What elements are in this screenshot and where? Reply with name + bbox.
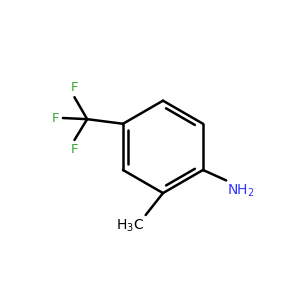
Text: H$_3$C: H$_3$C — [116, 217, 145, 234]
Text: F: F — [71, 143, 78, 156]
Text: NH$_2$: NH$_2$ — [227, 183, 255, 199]
Text: F: F — [52, 112, 59, 124]
Text: F: F — [71, 81, 78, 94]
